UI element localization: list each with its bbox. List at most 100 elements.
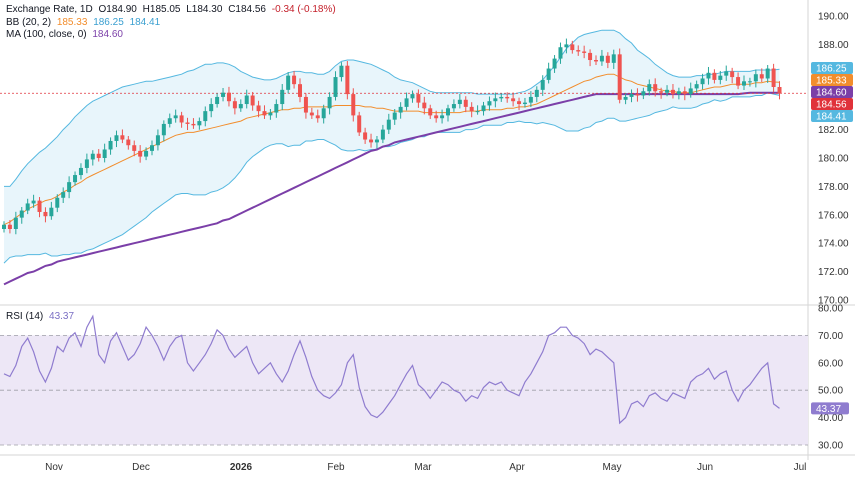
candle — [232, 97, 237, 115]
candle — [688, 82, 693, 98]
price-tag-box — [811, 98, 853, 110]
candle — [499, 93, 504, 102]
candle — [647, 79, 652, 96]
candle — [522, 97, 527, 108]
price-tick-label: 182.00 — [818, 125, 849, 136]
candle-body — [303, 96, 308, 113]
candle — [357, 111, 362, 136]
candle-body — [173, 115, 178, 119]
candle — [623, 93, 628, 105]
candle — [446, 104, 450, 122]
candle-body — [309, 112, 314, 116]
candle-body — [191, 123, 196, 126]
candle — [55, 194, 60, 213]
candle — [209, 98, 214, 118]
candle — [635, 88, 640, 102]
bb-lower-value: 184.41 — [129, 17, 161, 28]
candle-body — [546, 68, 551, 80]
candle — [594, 55, 598, 65]
candle — [665, 85, 670, 97]
candle — [564, 38, 569, 54]
candle — [682, 86, 687, 101]
candle — [736, 72, 741, 90]
candle — [274, 99, 279, 118]
candle — [451, 99, 456, 112]
candle-body — [250, 95, 255, 106]
candle — [546, 62, 551, 84]
candle-body — [292, 75, 297, 85]
rsi-tick-label: 60.00 — [818, 358, 843, 369]
candle-body — [73, 175, 78, 183]
candle-body — [771, 68, 776, 87]
candle-body — [138, 150, 143, 157]
candle-body — [605, 55, 610, 63]
candle-body — [528, 96, 533, 103]
candle — [469, 102, 474, 118]
candle-body — [155, 135, 160, 146]
candle — [203, 106, 208, 127]
candle-body — [31, 200, 36, 204]
candle — [576, 45, 581, 56]
candle — [303, 93, 308, 119]
candle — [102, 143, 107, 163]
candle-body — [670, 89, 675, 95]
candle-body — [67, 182, 72, 193]
candle-body — [120, 135, 125, 140]
candle — [244, 89, 249, 109]
candle-body — [434, 115, 439, 119]
candle-body — [90, 153, 95, 160]
candle-body — [374, 139, 379, 143]
candle-body — [570, 44, 575, 51]
candle-body — [742, 81, 746, 86]
price-tag-label: 185.33 — [816, 76, 847, 87]
candle-body — [203, 111, 208, 122]
candle — [653, 78, 658, 97]
candle — [321, 104, 326, 124]
candle-body — [706, 72, 711, 79]
price-tick-label: 174.00 — [818, 239, 849, 250]
candle — [694, 80, 699, 93]
candle-body — [345, 65, 350, 95]
candle-body — [522, 102, 527, 105]
time-tick-label: May — [603, 462, 622, 473]
candle-body — [43, 211, 48, 217]
time-tick-label: Dec — [132, 462, 150, 473]
rsi-label: RSI (14) — [6, 311, 44, 322]
candle — [238, 99, 243, 112]
candle-body — [150, 145, 154, 151]
candle — [511, 92, 516, 107]
candle-body — [659, 91, 664, 93]
candle-body — [268, 112, 273, 116]
candle — [315, 109, 320, 123]
candle — [617, 48, 622, 104]
candle-body — [2, 224, 6, 229]
price-tag-label: 184.60 — [816, 88, 847, 99]
candle-body — [404, 98, 409, 107]
candle — [43, 207, 48, 223]
candle-body — [511, 98, 516, 102]
candle — [221, 87, 226, 102]
candle-body — [688, 88, 693, 95]
candle — [61, 187, 66, 204]
candle — [570, 40, 575, 54]
candle — [327, 92, 332, 115]
candle-body — [594, 60, 598, 62]
candle — [67, 176, 72, 199]
time-axis: Nov Dec 2026 Feb Mar Apr May Jun Jul — [0, 454, 855, 473]
close-value: C184.56 — [228, 4, 266, 15]
ma-value: 184.60 — [92, 29, 123, 40]
candle — [197, 117, 202, 130]
candle — [777, 81, 782, 100]
candle — [262, 105, 267, 119]
candle-body — [588, 52, 593, 61]
candle — [292, 70, 297, 89]
candle — [49, 201, 54, 220]
rsi-tag: 43.37 — [811, 402, 849, 415]
candle-body — [333, 77, 338, 97]
price-tick-label: 190.00 — [818, 12, 849, 23]
candle — [256, 100, 261, 118]
candle-body — [718, 75, 723, 80]
candle-body — [321, 108, 326, 119]
price-tag-label: 184.41 — [816, 112, 847, 123]
